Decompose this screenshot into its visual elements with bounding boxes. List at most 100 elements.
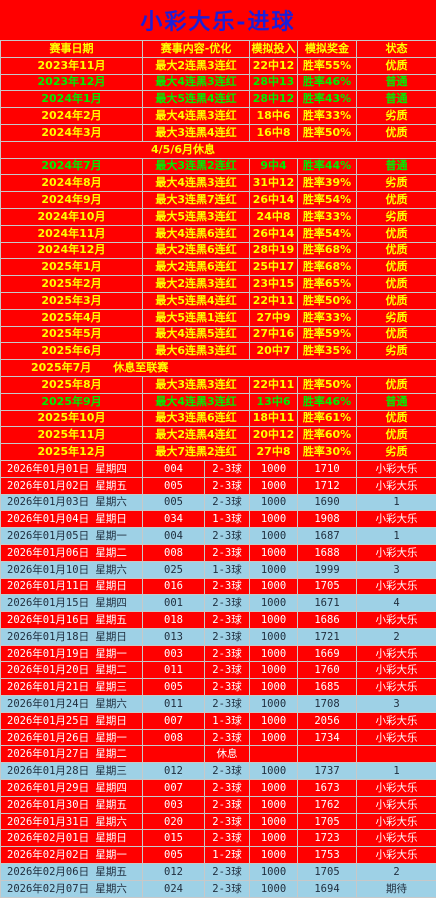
daily-status: 期待	[357, 880, 436, 897]
daily-goals: 2-3球	[205, 460, 250, 477]
daily-status: 4	[357, 595, 436, 612]
history-month: 2025年1月	[1, 259, 143, 276]
daily-row: 2026年01月27日 星期二休息	[1, 746, 436, 763]
daily-goals: 2-3球	[205, 780, 250, 797]
history-content: 最大2连黑6连红	[143, 242, 250, 259]
daily-stake: 1000	[250, 662, 298, 679]
daily-date: 2026年01月04日 星期日	[1, 511, 143, 528]
daily-stake: 1000	[250, 729, 298, 746]
daily-prize: 1705	[298, 813, 357, 830]
daily-stake: 1000	[250, 528, 298, 545]
daily-stake: 1000	[250, 561, 298, 578]
daily-stake: 1000	[250, 460, 298, 477]
history-stake: 27中9	[250, 309, 298, 326]
history-content: 最大4连黑3连红	[143, 393, 250, 410]
history-content: 最大3连黑7连红	[143, 192, 250, 209]
history-status: 优质	[357, 276, 436, 293]
history-content: 最大2连黑3连红	[143, 276, 250, 293]
history-month: 2024年7月	[1, 158, 143, 175]
daily-code: 001	[143, 595, 205, 612]
history-month: 2024年1月	[1, 91, 143, 108]
history-month: 2024年10月	[1, 208, 143, 225]
daily-goals: 2-3球	[205, 696, 250, 713]
history-status: 优质	[357, 292, 436, 309]
daily-stake: 1000	[250, 679, 298, 696]
daily-status: 小彩大乐	[357, 578, 436, 595]
daily-goals: 2-3球	[205, 830, 250, 847]
daily-code	[143, 746, 205, 763]
daily-stake: 1000	[250, 864, 298, 881]
history-month: 2024年9月	[1, 192, 143, 209]
daily-prize: 1999	[298, 561, 357, 578]
daily-goals: 1-2球	[205, 847, 250, 864]
history-content: 最大4连黑5连红	[143, 326, 250, 343]
daily-code: 007	[143, 780, 205, 797]
header-prize: 模拟奖金	[298, 41, 357, 58]
daily-prize: 1908	[298, 511, 357, 528]
daily-stake: 1000	[250, 612, 298, 629]
daily-status: 3	[357, 696, 436, 713]
daily-status: 1	[357, 528, 436, 545]
daily-date: 2026年02月06日 星期五	[1, 864, 143, 881]
daily-date: 2026年01月11日 星期日	[1, 578, 143, 595]
history-status: 优质	[357, 124, 436, 141]
daily-status: 小彩大乐	[357, 679, 436, 696]
daily-code: 025	[143, 561, 205, 578]
daily-stake: 1000	[250, 712, 298, 729]
daily-status: 小彩大乐	[357, 780, 436, 797]
daily-date: 2026年01月03日 星期六	[1, 494, 143, 511]
daily-date: 2026年01月28日 星期三	[1, 763, 143, 780]
daily-stake: 1000	[250, 494, 298, 511]
history-month: 2025年3月	[1, 292, 143, 309]
history-stake: 18中6	[250, 108, 298, 125]
daily-status: 2	[357, 864, 436, 881]
daily-status	[357, 746, 436, 763]
daily-code: 005	[143, 847, 205, 864]
history-month: 2025年9月	[1, 393, 143, 410]
history-prize: 胜率68%	[298, 242, 357, 259]
daily-stake: 1000	[250, 511, 298, 528]
history-content: 最大2连黑3连红	[143, 57, 250, 74]
history-stake: 16中8	[250, 124, 298, 141]
history-note-row: 2025年7月 休息至联赛	[1, 360, 436, 377]
daily-code: 011	[143, 696, 205, 713]
daily-date: 2026年01月29日 星期四	[1, 780, 143, 797]
history-month: 2023年11月	[1, 57, 143, 74]
daily-prize: 1710	[298, 460, 357, 477]
history-stake: 22中11	[250, 376, 298, 393]
history-content: 最大3连黑3连红	[143, 376, 250, 393]
history-prize: 胜率33%	[298, 208, 357, 225]
daily-goals: 2-3球	[205, 494, 250, 511]
daily-goals: 2-3球	[205, 662, 250, 679]
daily-code: 034	[143, 511, 205, 528]
daily-prize: 1721	[298, 628, 357, 645]
history-prize: 胜率33%	[298, 309, 357, 326]
history-prize: 胜率30%	[298, 444, 357, 461]
daily-status: 小彩大乐	[357, 460, 436, 477]
history-month: 2024年11月	[1, 225, 143, 242]
daily-status: 小彩大乐	[357, 712, 436, 729]
history-content: 最大3连黑6连红	[143, 410, 250, 427]
history-stake: 20中7	[250, 343, 298, 360]
header-content: 赛事内容-优化	[143, 41, 250, 58]
history-prize: 胜率65%	[298, 276, 357, 293]
daily-stake: 1000	[250, 880, 298, 897]
daily-prize: 1708	[298, 696, 357, 713]
history-content: 最大5连黑3连红	[143, 208, 250, 225]
history-month: 2025年6月	[1, 343, 143, 360]
daily-stake: 1000	[250, 763, 298, 780]
